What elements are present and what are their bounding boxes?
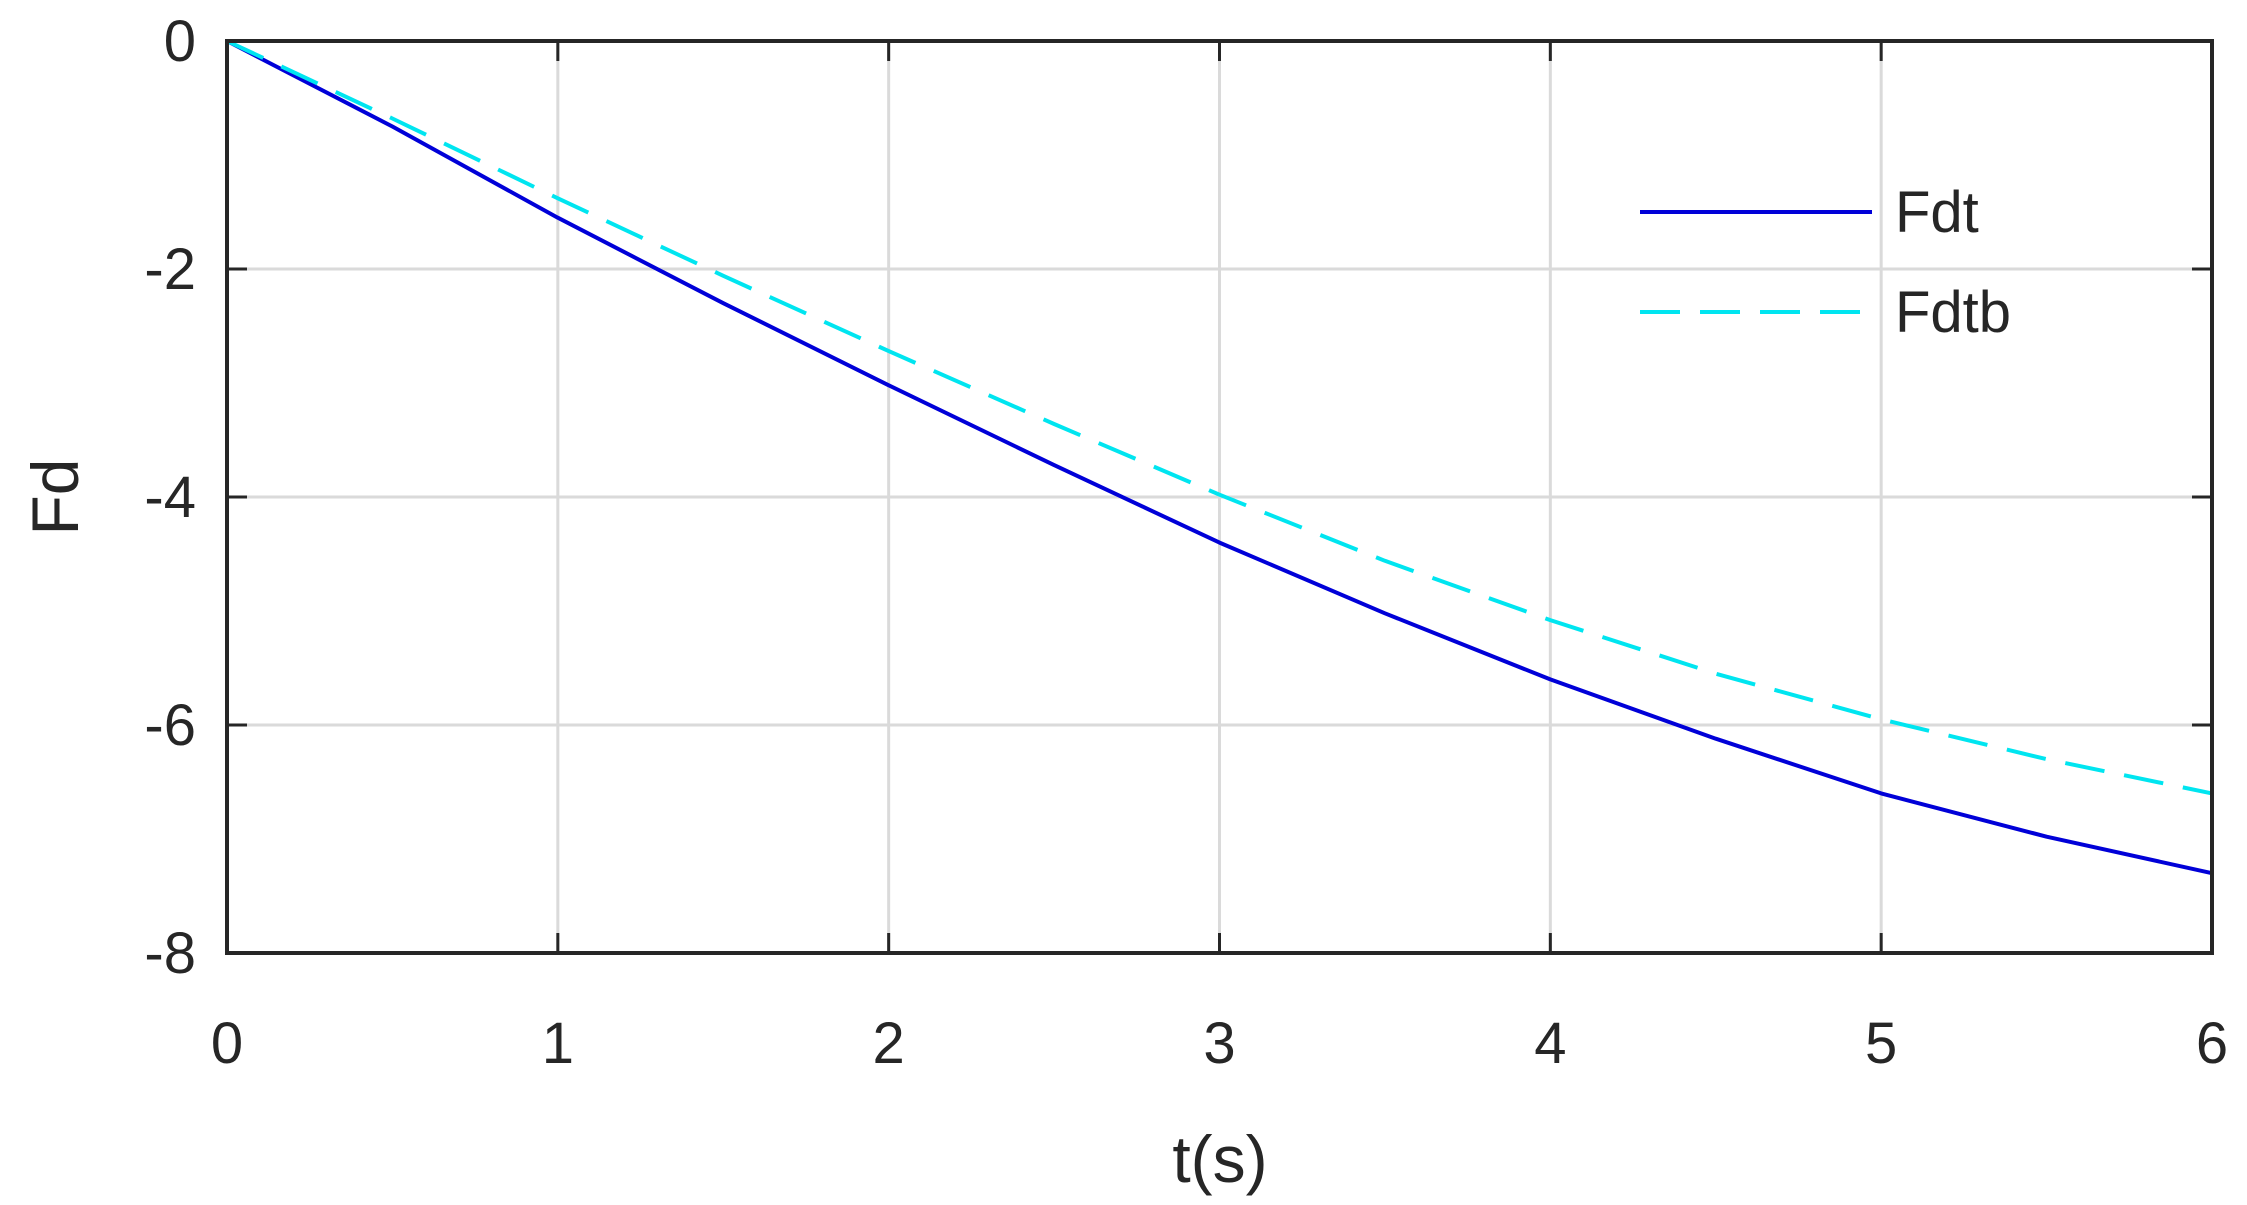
x-tick-label: 6 <box>2196 1011 2228 1076</box>
y-tick-label: -2 <box>144 237 196 302</box>
x-tick-label: 0 <box>211 1011 243 1076</box>
series-line-fdtb <box>226 39 2213 796</box>
y-tick-label: 0 <box>164 9 196 74</box>
x-tick-label: 2 <box>873 1011 905 1076</box>
y-tick-labels: 0 -2 -4 -6 -8 <box>144 9 196 986</box>
legend-label-fdt: Fdt <box>1895 180 1979 245</box>
series-line-fdt <box>226 39 2213 876</box>
legend-label-fdtb: Fdtb <box>1895 280 2011 345</box>
legend: Fdt Fdtb <box>1640 180 2011 345</box>
x-tick-label: 4 <box>1534 1011 1566 1076</box>
y-axis-label: Fd <box>18 458 92 535</box>
x-tick-label: 1 <box>542 1011 574 1076</box>
x-tick-label: 3 <box>1203 1011 1235 1076</box>
y-tick-label: -6 <box>144 693 196 758</box>
y-tick-label: -8 <box>144 921 196 986</box>
y-tick-label: -4 <box>144 465 196 530</box>
series-lines <box>226 39 2213 876</box>
x-tick-label: 5 <box>1865 1011 1897 1076</box>
tick-marks <box>225 39 2214 955</box>
x-tick-labels: 0 1 2 3 4 5 6 <box>211 1011 2228 1076</box>
x-axis-label: t(s) <box>1172 1122 1267 1196</box>
grid-lines <box>227 41 2212 953</box>
